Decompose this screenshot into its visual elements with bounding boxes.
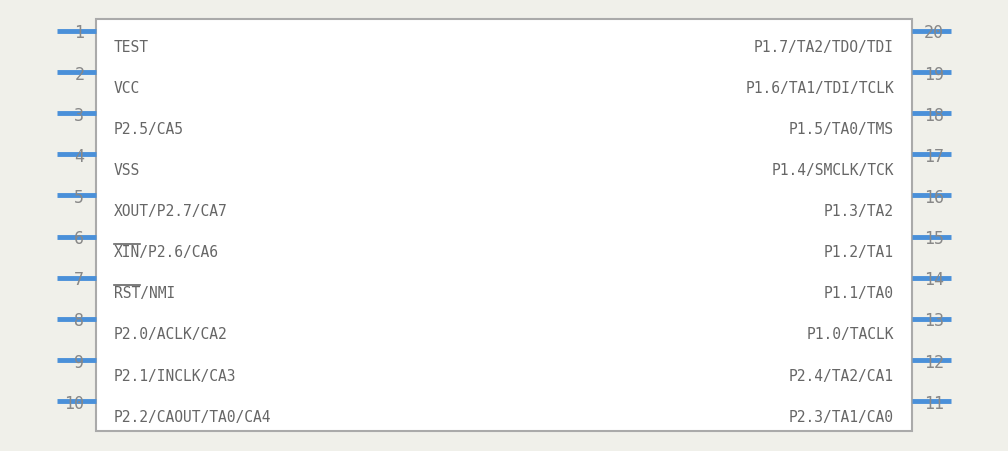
Text: 11: 11 xyxy=(923,394,943,412)
Text: 15: 15 xyxy=(923,230,943,248)
Text: P2.3/TA1/CA0: P2.3/TA1/CA0 xyxy=(789,409,894,424)
Text: 1: 1 xyxy=(75,24,85,42)
Text: 16: 16 xyxy=(923,189,943,207)
Text: P2.4/TA2/CA1: P2.4/TA2/CA1 xyxy=(789,368,894,383)
Text: XOUT/P2.7/CA7: XOUT/P2.7/CA7 xyxy=(114,204,228,219)
Text: VCC: VCC xyxy=(114,81,140,96)
Text: P1.2/TA1: P1.2/TA1 xyxy=(825,245,894,260)
Text: 6: 6 xyxy=(75,230,85,248)
Text: P1.7/TA2/TDO/TDI: P1.7/TA2/TDO/TDI xyxy=(754,40,894,55)
Text: 20: 20 xyxy=(923,24,943,42)
Text: VSS: VSS xyxy=(114,163,140,178)
Text: 13: 13 xyxy=(923,312,943,330)
Text: P1.1/TA0: P1.1/TA0 xyxy=(825,286,894,301)
Text: XIN/P2.6/CA6: XIN/P2.6/CA6 xyxy=(114,245,219,260)
Text: P1.5/TA0/TMS: P1.5/TA0/TMS xyxy=(789,122,894,137)
Text: 19: 19 xyxy=(923,65,943,83)
Text: P2.0/ACLK/CA2: P2.0/ACLK/CA2 xyxy=(114,327,228,342)
Text: P1.3/TA2: P1.3/TA2 xyxy=(825,204,894,219)
Text: RST/NMI: RST/NMI xyxy=(114,286,175,301)
Text: TEST: TEST xyxy=(114,40,149,55)
Text: 12: 12 xyxy=(923,353,943,371)
Text: P2.5/CA5: P2.5/CA5 xyxy=(114,122,183,137)
Bar xyxy=(96,20,912,431)
Text: 17: 17 xyxy=(923,147,943,166)
Text: 10: 10 xyxy=(65,394,85,412)
Text: 4: 4 xyxy=(75,147,85,166)
Text: 8: 8 xyxy=(75,312,85,330)
Text: P1.0/TACLK: P1.0/TACLK xyxy=(806,327,894,342)
Text: P2.1/INCLK/CA3: P2.1/INCLK/CA3 xyxy=(114,368,237,383)
Text: P1.6/TA1/TDI/TCLK: P1.6/TA1/TDI/TCLK xyxy=(745,81,894,96)
Text: P1.4/SMCLK/TCK: P1.4/SMCLK/TCK xyxy=(771,163,894,178)
Text: 5: 5 xyxy=(75,189,85,207)
Text: 3: 3 xyxy=(75,106,85,124)
Text: P2.2/CAOUT/TA0/CA4: P2.2/CAOUT/TA0/CA4 xyxy=(114,409,271,424)
Text: 14: 14 xyxy=(923,271,943,289)
Text: 9: 9 xyxy=(75,353,85,371)
Text: 2: 2 xyxy=(75,65,85,83)
Text: 18: 18 xyxy=(923,106,943,124)
Text: 7: 7 xyxy=(75,271,85,289)
